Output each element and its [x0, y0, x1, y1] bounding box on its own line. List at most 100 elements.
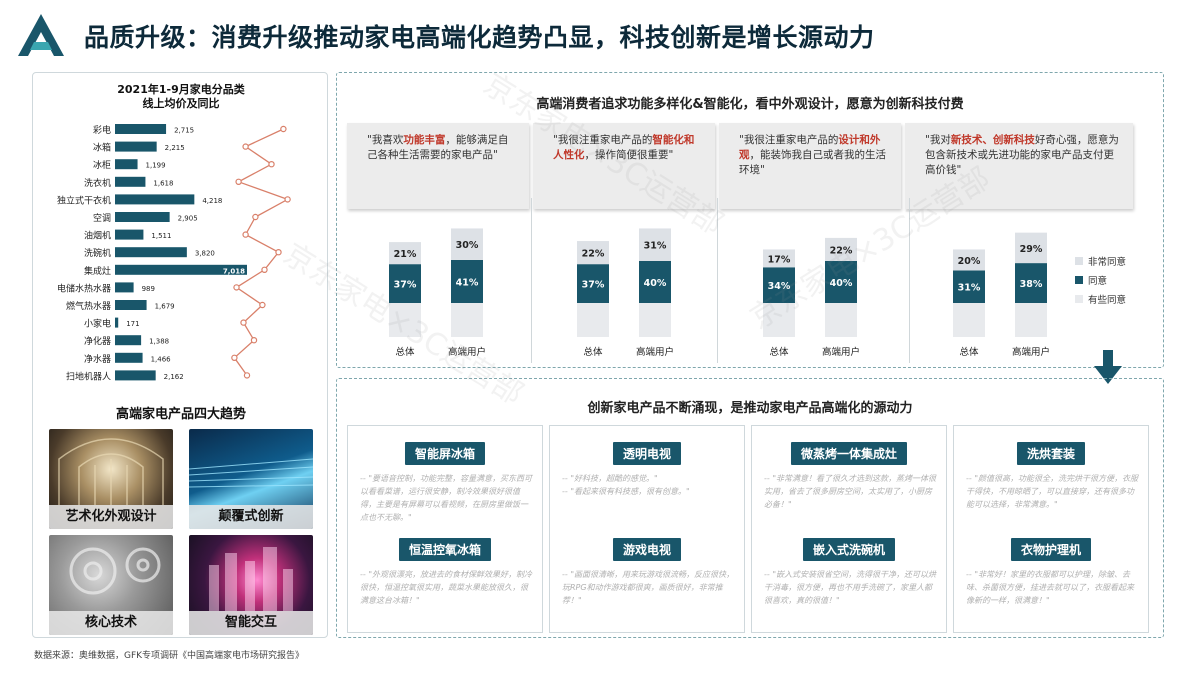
- data-source-note: 数据来源：奥维数据，GFK专项调研《中国高端家电市场研究报告》: [34, 651, 305, 661]
- yoy-point: [268, 161, 275, 168]
- strongly-agree-label: 21%: [394, 249, 417, 260]
- innovation-column: 透明电视 -- "好科技，超酷的感觉。" -- "看起来很有科技感，很有创意。"…: [549, 425, 745, 633]
- bar-segment-some-agree: [1015, 303, 1047, 337]
- bar-segment-strongly-agree: [953, 249, 985, 271]
- brand-logo-icon: [18, 14, 64, 56]
- legend-label: 非常同意: [1088, 256, 1126, 268]
- category-label: 洗衣机: [84, 177, 111, 189]
- quote-highlight: 设计和外观: [739, 134, 881, 161]
- trend-label: 颠覆式创新: [189, 505, 313, 529]
- category-label: 扫地机器人: [66, 370, 111, 382]
- category-label: 彩电: [93, 124, 111, 136]
- bar-segment-agree: [825, 261, 857, 303]
- legend-label: 同意: [1088, 275, 1107, 287]
- strongly-agree-label: 22%: [582, 249, 605, 260]
- trend-tile-smart-interaction[interactable]: 智能交互: [189, 535, 313, 635]
- quote-box-functions: "我喜欢功能丰富，能够满足自己各种生活需要的家电产品": [347, 123, 529, 209]
- category-label: 净化器: [84, 335, 111, 347]
- price-bar: [115, 212, 170, 222]
- yoy-point: [259, 301, 266, 309]
- yoy-point: [243, 372, 251, 379]
- smart-city-icon: [209, 547, 293, 611]
- bar-value-label: 1,466: [151, 355, 172, 363]
- bar-value-label: 2,215: [165, 144, 185, 152]
- strongly-agree-label: 17%: [768, 254, 791, 265]
- innovation-panel: 创新家电产品不断涌现，是推动家电产品高端化的源动力 智能屏冰箱 -- "要语音控…: [336, 378, 1164, 638]
- column-divider: [717, 198, 718, 363]
- category-label: 高端用户: [636, 346, 674, 358]
- price-bar: [115, 335, 142, 346]
- category-label: 冰柜: [93, 159, 111, 171]
- bar-value-label: 1,199: [146, 162, 166, 170]
- agree-label: 37%: [582, 280, 605, 291]
- page-title: 品质升级：消费升级推动家电高端化趋势凸显，科技创新是增长源动力: [84, 23, 875, 52]
- category-label: 电储水热水器: [57, 282, 111, 294]
- category-label: 总体: [395, 346, 415, 358]
- yoy-point: [235, 178, 242, 186]
- agree-label: 40%: [830, 278, 853, 289]
- bar-segment-some-agree: [763, 303, 795, 337]
- price-bar-chart: 彩电 2,715 冰箱 2,215 冰柜 1,199 洗衣机 1,618 独立式干衣机 4,218…: [57, 124, 291, 382]
- product-tag: 游戏电视: [612, 538, 682, 561]
- quote-box-design: "我很注重家电产品的设计和外观，能装饰我自己或者我的生活环境": [719, 123, 901, 209]
- product-review: -- "要语音控制，功能完整，容量满意，买东西可以看看菜谱，运行很安静，制冷效果…: [360, 474, 532, 522]
- quote-pre: "我很注重家电产品的: [553, 134, 653, 146]
- price-bar: [115, 282, 134, 293]
- product-tag: 嵌入式洗碗机: [802, 538, 896, 561]
- price-bar: [115, 370, 156, 381]
- bar-value-label: 1,511: [151, 232, 171, 240]
- strongly-agree-label: 22%: [830, 245, 853, 256]
- product-review: -- "非常满意！看了很久才选到这款，蒸烤一体很实用，省去了很多厨房空间，太实用…: [764, 474, 936, 509]
- agree-label: 37%: [394, 280, 417, 291]
- strongly-agree-label: 30%: [456, 240, 479, 251]
- chart-title-line-2: 线上均价及同比: [142, 97, 220, 110]
- bar-value-label: 1,388: [149, 338, 169, 346]
- category-label: 洗碗机: [84, 247, 111, 259]
- yoy-point: [240, 319, 247, 326]
- quote-box-smart: "我很注重家电产品的智能化和人性化，操作简便很重要": [533, 123, 715, 209]
- category-label: 油烟机: [84, 230, 111, 242]
- bar-segment-strongly-agree: [389, 242, 421, 265]
- bar-segment-some-agree: [389, 303, 421, 337]
- bar-segment-some-agree: [825, 303, 857, 337]
- agree-label: 31%: [958, 283, 981, 294]
- trend-tile-disruptive-innovation[interactable]: 颠覆式创新: [189, 429, 313, 529]
- bar-segment-strongly-agree: [825, 237, 857, 261]
- category-label: 冰箱: [93, 142, 111, 154]
- quote-post: ，能装饰我自己或者我的生活环境": [739, 149, 886, 176]
- bar-segment-some-agree: [953, 303, 985, 337]
- bar-value-label: 1,618: [153, 179, 173, 187]
- yoy-point: [275, 248, 282, 256]
- trend-label: 智能交互: [189, 611, 313, 635]
- strongly-agree-label: 20%: [958, 256, 981, 267]
- yoy-point: [252, 213, 259, 221]
- innovation-column: 智能屏冰箱 -- "要语音控制，功能完整，容量满意，买东西可以看看菜谱，运行很安…: [347, 425, 543, 633]
- trend-tile-art-design[interactable]: 艺术化外观设计: [49, 429, 173, 529]
- left-panel: 2021年1-9月家电分品类 线上均价及同比 彩电 2,715 冰箱 2,215 冰柜 1…: [32, 72, 328, 638]
- innovation-column: 洗烘套装 -- "颜值很高，功能很全，洗完烘干很方便，衣服干得快，不用晾晒了，可…: [953, 425, 1149, 633]
- price-bar: [115, 176, 146, 187]
- yoy-point: [250, 336, 258, 344]
- bar-segment-some-agree: [639, 303, 671, 337]
- agree-label: 41%: [456, 277, 479, 288]
- price-bar: [115, 141, 157, 152]
- bar-segment-agree: [953, 270, 985, 303]
- trend-label: 核心技术: [49, 611, 173, 635]
- price-bar: [115, 317, 119, 328]
- chart-title-line-1: 2021年1-9月家电分品类: [117, 83, 245, 96]
- quote-highlight: 智能化和人性化: [553, 134, 695, 161]
- price-bar: [115, 352, 143, 363]
- quote-pre: "我很注重家电产品的: [739, 134, 839, 146]
- product-tag: 恒温控氧冰箱: [398, 538, 492, 561]
- price-bar: [115, 264, 247, 275]
- gear-icon: [69, 547, 161, 595]
- innovation-title: 创新家电产品不断涌现，是推动家电产品高端化的源动力: [587, 401, 913, 416]
- data-stream-icon: [189, 458, 313, 488]
- category-label: 总体: [583, 346, 603, 358]
- architecture-image-icon: [58, 438, 164, 505]
- trend-tile-core-technology[interactable]: 核心技术: [49, 535, 173, 635]
- category-label: 净水器: [84, 353, 111, 365]
- quote-highlight: 功能丰富: [403, 134, 446, 146]
- bar-value-label: 4,218: [202, 197, 222, 205]
- product-tag: 衣物护理机: [1010, 538, 1092, 561]
